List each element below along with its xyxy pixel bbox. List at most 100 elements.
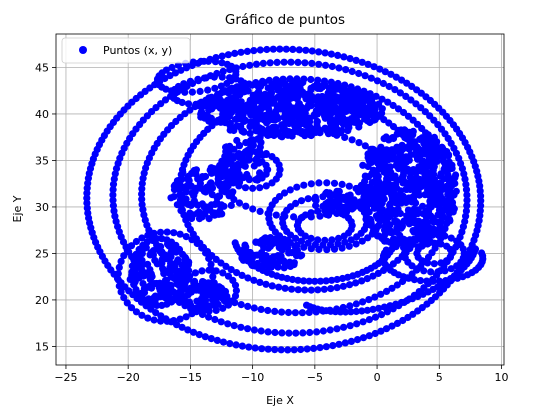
scatter-point (256, 82, 265, 91)
scatter-point (392, 180, 400, 189)
scatter-point (370, 63, 378, 71)
scatter-point (373, 77, 381, 85)
scatter-point (327, 83, 335, 91)
scatter-point (425, 188, 433, 196)
scatter-point (219, 269, 227, 277)
scatter-point (238, 113, 246, 121)
scatter-point (259, 129, 267, 137)
scatter-point (308, 59, 316, 67)
scatter-point (237, 48, 245, 56)
scatter-point (313, 328, 321, 336)
scatter-point (303, 345, 311, 353)
scatter-point (263, 45, 271, 54)
scatter-point (249, 110, 258, 118)
scatter-point (185, 301, 193, 309)
scatter-point (329, 103, 337, 111)
scatter-point (220, 163, 229, 171)
scatter-point (424, 162, 432, 170)
scatter-point (463, 196, 471, 204)
scatter-point (257, 305, 265, 313)
scatter-point (217, 318, 225, 326)
scatter-point (286, 186, 294, 194)
scatter-point (361, 172, 369, 180)
scatter-point (197, 184, 205, 192)
scatter-point (297, 237, 306, 245)
scatter-point (315, 179, 323, 187)
scatter-point (322, 343, 330, 351)
scatter-point (451, 179, 459, 188)
scatter-point (138, 311, 146, 319)
scatter-point (268, 99, 276, 107)
scatter-point (215, 192, 224, 200)
scatter-point (364, 60, 372, 68)
y-tick-label: 45 (35, 61, 49, 74)
scatter-point (417, 232, 425, 240)
scatter-point (262, 280, 270, 288)
scatter-point (278, 133, 286, 141)
scatter-point (259, 59, 267, 67)
scatter-point (321, 114, 329, 122)
x-axis-label: Eje X (266, 394, 294, 407)
x-tick-label: −15 (179, 371, 202, 384)
scatter-point (365, 296, 373, 304)
scatter-point (314, 286, 322, 294)
scatter-point (274, 93, 282, 101)
scatter-point (358, 307, 366, 315)
scatter-point (277, 235, 285, 243)
scatter-point (402, 92, 410, 100)
scatter-point (195, 208, 203, 216)
scatter-point (277, 254, 285, 262)
scatter-point (368, 154, 376, 162)
scatter-point (442, 277, 450, 285)
scatter-point (391, 172, 399, 180)
scatter-point (374, 159, 382, 168)
scatter-point (445, 158, 453, 166)
scatter-point (282, 45, 290, 53)
scatter-point (301, 59, 309, 67)
scatter-point (309, 128, 317, 136)
scatter-point (327, 50, 335, 58)
scatter-point (396, 89, 404, 97)
scatter-point (198, 173, 207, 181)
scatter-point (302, 95, 310, 103)
scatter-point (287, 58, 295, 66)
scatter-point (359, 334, 368, 342)
scatter-point (194, 75, 202, 83)
scatter-point (392, 73, 400, 81)
scatter-point (393, 319, 401, 327)
scatter-point (388, 322, 396, 330)
scatter-point (178, 175, 186, 183)
scatter-point (202, 203, 210, 211)
scatter-point (238, 271, 246, 279)
scatter-point (302, 105, 310, 113)
scatter-point (409, 227, 417, 235)
scatter-point (244, 302, 252, 310)
scatter-point (243, 47, 251, 56)
scatter-point (361, 142, 369, 150)
scatter-point (446, 217, 454, 225)
scatter-point (414, 180, 422, 188)
scatter-point (330, 245, 339, 253)
scatter-point (186, 182, 194, 190)
scatter-point (395, 165, 403, 173)
scatter-point (393, 281, 401, 289)
scatter-point (178, 323, 186, 331)
scatter-point (300, 243, 308, 251)
scatter-point (191, 269, 199, 277)
scatter-point (137, 289, 146, 297)
scatter-point (253, 251, 261, 259)
scatter-point (403, 134, 411, 142)
scatter-point (406, 244, 414, 252)
scatter-point (186, 106, 194, 114)
scatter-point (210, 282, 218, 290)
scatter-point (235, 141, 243, 149)
scatter-point (281, 260, 289, 268)
scatter-point (327, 206, 335, 214)
scatter-point (207, 102, 216, 110)
scatter-point (231, 115, 240, 123)
scatter-point (271, 307, 279, 315)
scatter-point (380, 303, 388, 311)
scatter-point (245, 174, 253, 182)
scatter-point (282, 84, 290, 92)
scatter-point (462, 207, 470, 215)
